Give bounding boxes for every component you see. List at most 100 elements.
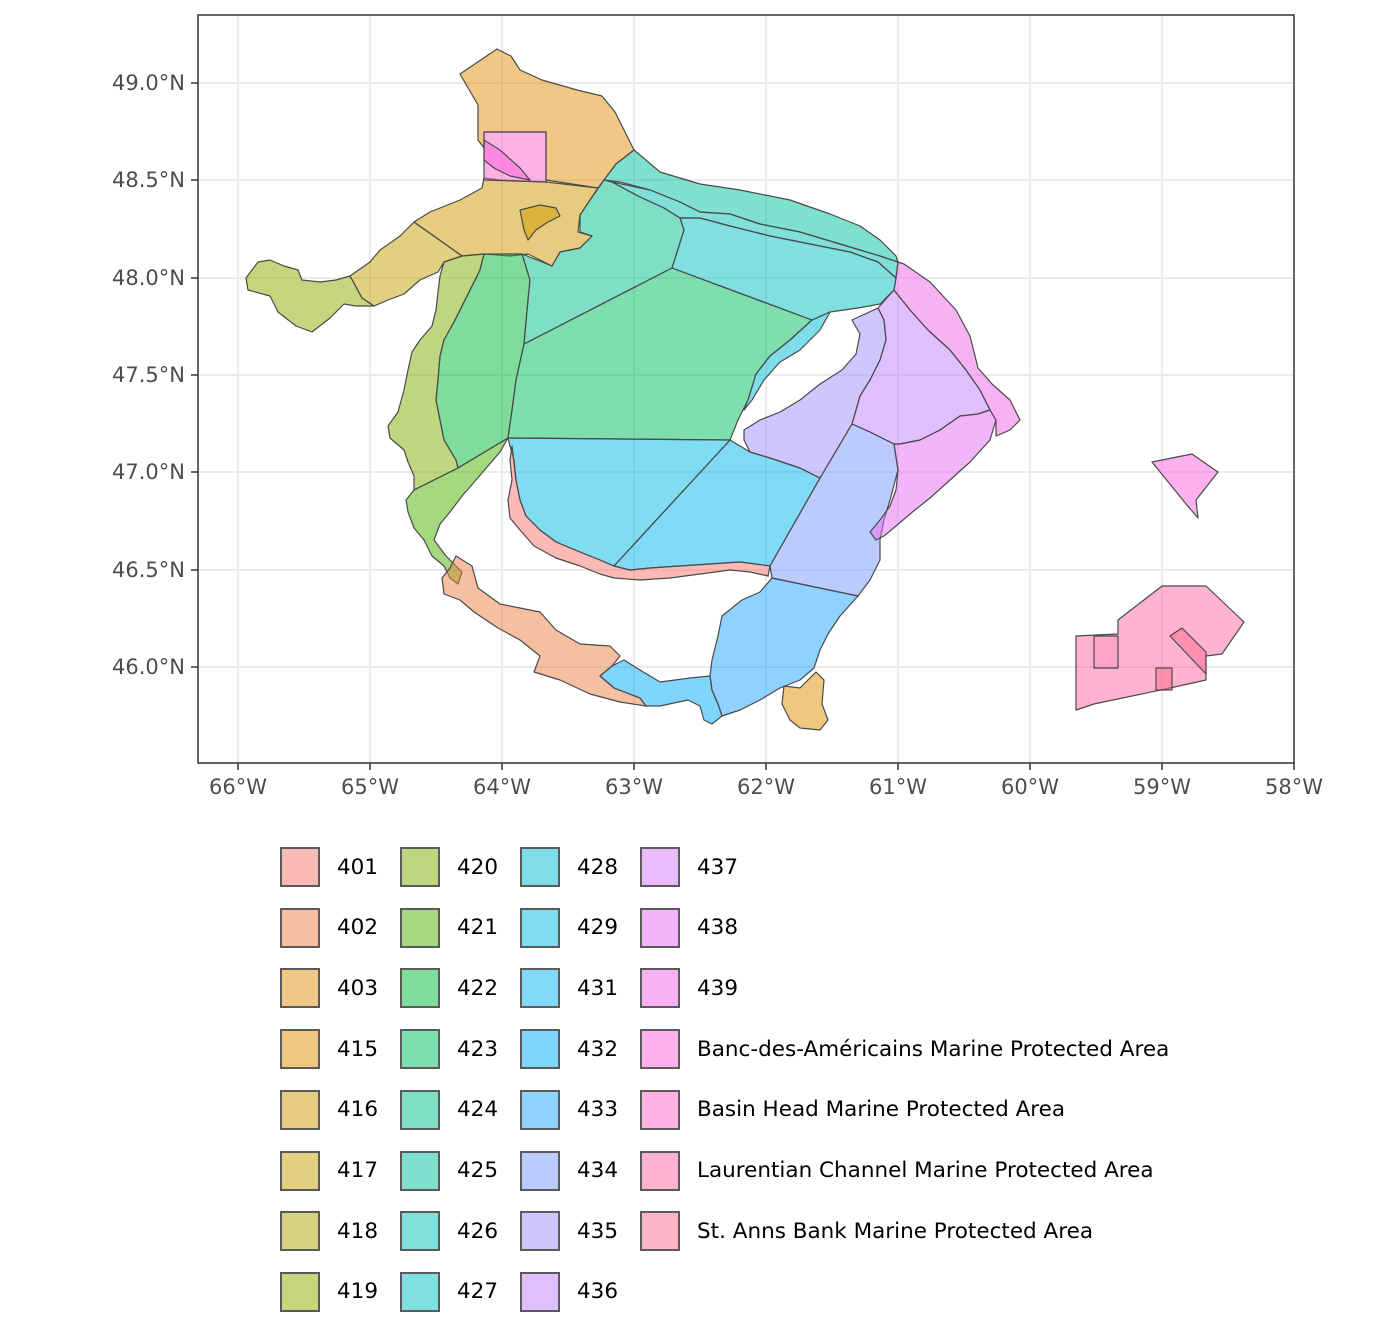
legend-label: 433 bbox=[577, 1097, 619, 1123]
y-tick-label: 48.5°N bbox=[112, 168, 185, 192]
region-laurentian-inner bbox=[1093, 635, 1119, 669]
legend-label: 434 bbox=[577, 1158, 619, 1183]
region-433 bbox=[709, 577, 859, 717]
region-banc-des-americains-mpa bbox=[1151, 453, 1219, 519]
legend-label: Basin Head Marine Protected Area bbox=[697, 1097, 1066, 1123]
legend-swatch bbox=[400, 1211, 440, 1252]
legend-item: 419 bbox=[280, 1270, 378, 1314]
legend-label: 420 bbox=[457, 854, 499, 880]
map-canvas: 66°W 65°W 64°W 63°W 62°W 61°W 60°W 59°W … bbox=[112, 14, 1323, 799]
panel-border bbox=[197, 14, 1295, 764]
legend-label: 418 bbox=[337, 1218, 379, 1244]
x-tick-label: 58°W bbox=[1265, 775, 1323, 799]
region-415 bbox=[781, 671, 829, 731]
legend-label: 403 bbox=[337, 975, 379, 1001]
legend-swatch bbox=[400, 1029, 440, 1070]
x-tick-label: 60°W bbox=[1001, 775, 1059, 799]
legend-item: 420 bbox=[400, 845, 498, 889]
legend-label: 426 bbox=[457, 1218, 499, 1244]
x-tick-label: 62°W bbox=[737, 775, 795, 799]
legend-label: 425 bbox=[457, 1158, 499, 1183]
legend-swatch bbox=[400, 1089, 440, 1130]
legend-swatch bbox=[400, 968, 440, 1009]
legend-swatch bbox=[400, 847, 440, 887]
legend-item: 437 bbox=[640, 845, 738, 889]
region-428 bbox=[743, 311, 831, 411]
legend-item: 429 bbox=[520, 906, 618, 950]
legend-swatch bbox=[640, 1211, 680, 1252]
y-tick-label: 46.5°N bbox=[112, 558, 185, 582]
legend-swatch bbox=[520, 847, 560, 887]
legend-label: 415 bbox=[337, 1036, 379, 1062]
legend-item: 427 bbox=[400, 1270, 498, 1314]
legend-label: 423 bbox=[457, 1036, 499, 1062]
legend-label: 428 bbox=[577, 854, 619, 880]
legend-item: 439 bbox=[640, 966, 738, 1010]
x-tick-label: 66°W bbox=[209, 775, 267, 799]
legend-item: 401 bbox=[280, 845, 378, 889]
legend-item: 416 bbox=[280, 1088, 378, 1132]
legend-item: 434 bbox=[520, 1149, 618, 1193]
x-tick-label: 65°W bbox=[341, 775, 399, 799]
legend-swatch bbox=[280, 1211, 320, 1252]
legend-label: 435 bbox=[577, 1218, 619, 1244]
legend-item: 403 bbox=[280, 966, 378, 1010]
legend-swatch bbox=[640, 847, 680, 887]
legend-label: 439 bbox=[697, 975, 739, 1001]
legend-label: 437 bbox=[697, 854, 739, 880]
legend-swatch bbox=[280, 1029, 320, 1070]
legend-item: 431 bbox=[520, 966, 618, 1010]
legend-label: 429 bbox=[577, 915, 619, 941]
legend-item: 433 bbox=[520, 1088, 618, 1132]
legend-item: 402 bbox=[280, 906, 378, 950]
x-tick-label: 64°W bbox=[473, 775, 531, 799]
legend-item: 421 bbox=[400, 906, 498, 950]
legend-label: St. Anns Bank Marine Protected Area bbox=[697, 1218, 1094, 1244]
legend-label: Laurentian Channel Marine Protected Area bbox=[697, 1158, 1154, 1183]
legend-swatch bbox=[520, 1211, 560, 1252]
legend-swatch bbox=[520, 1271, 560, 1312]
legend-item: 426 bbox=[400, 1209, 498, 1253]
legend-label: 432 bbox=[577, 1036, 619, 1062]
legend-item: Basin Head Marine Protected Area bbox=[640, 1088, 1065, 1132]
region-432 bbox=[599, 659, 723, 725]
legend-label: 431 bbox=[577, 975, 619, 1001]
legend-item: 425 bbox=[400, 1149, 498, 1193]
y-tick-label: 48.0°N bbox=[112, 266, 185, 290]
legend-swatch bbox=[640, 1029, 680, 1070]
y-tick-label: 47.5°N bbox=[112, 363, 185, 387]
legend-label: 416 bbox=[337, 1097, 379, 1123]
region-401 bbox=[507, 445, 771, 581]
legend-item: Banc-des-Américains Marine Protected Are… bbox=[640, 1027, 1169, 1071]
x-axis-labels: 66°W 65°W 64°W 63°W 62°W 61°W 60°W 59°W … bbox=[209, 775, 1323, 799]
legend-swatch bbox=[520, 968, 560, 1009]
legend-label: 419 bbox=[337, 1279, 379, 1305]
legend-swatch bbox=[640, 1150, 680, 1191]
legend-item: 424 bbox=[400, 1088, 498, 1132]
legend-item: 423 bbox=[400, 1027, 498, 1071]
x-tick-label: 59°W bbox=[1133, 775, 1191, 799]
legend-swatch bbox=[520, 1029, 560, 1070]
legend-swatch bbox=[400, 1271, 440, 1312]
legend-item: Laurentian Channel Marine Protected Area bbox=[640, 1149, 1154, 1193]
x-tick-label: 63°W bbox=[605, 775, 663, 799]
legend-swatch bbox=[640, 968, 680, 1009]
legend-label: 402 bbox=[337, 915, 379, 941]
y-axis-labels: 49.0°N 48.5°N 48.0°N 47.5°N 47.0°N 46.5°… bbox=[112, 71, 185, 679]
legend-swatch bbox=[280, 968, 320, 1009]
legend-swatch bbox=[280, 907, 320, 948]
legend-item: 415 bbox=[280, 1027, 378, 1071]
legend-swatch bbox=[520, 1089, 560, 1130]
legend-swatch bbox=[280, 847, 320, 887]
legend-item: 432 bbox=[520, 1027, 618, 1071]
x-tick-label: 61°W bbox=[869, 775, 927, 799]
legend-swatch bbox=[640, 907, 680, 948]
legend-swatch bbox=[520, 1150, 560, 1191]
map-regions bbox=[245, 48, 1245, 731]
y-tick-label: 46.0°N bbox=[112, 655, 185, 679]
y-tick-label: 49.0°N bbox=[112, 71, 185, 95]
legend-item: 417 bbox=[280, 1149, 378, 1193]
legend-label: 401 bbox=[337, 854, 379, 880]
region-416-bay bbox=[519, 204, 561, 241]
legend-label: 421 bbox=[457, 915, 499, 941]
